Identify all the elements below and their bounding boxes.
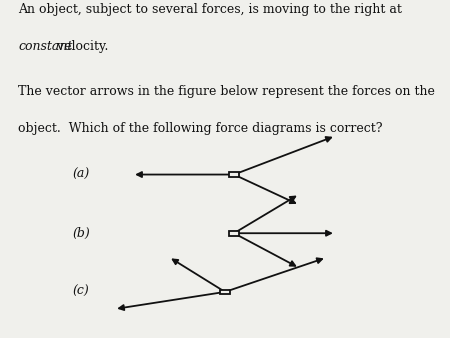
Text: object.  Which of the following force diagrams is correct?: object. Which of the following force dia… — [18, 122, 382, 135]
FancyBboxPatch shape — [229, 231, 239, 236]
Text: velocity.: velocity. — [53, 40, 108, 53]
Text: The vector arrows in the figure below represent the forces on the: The vector arrows in the figure below re… — [18, 85, 435, 98]
Text: (c): (c) — [72, 285, 89, 298]
FancyBboxPatch shape — [220, 290, 230, 294]
FancyBboxPatch shape — [229, 172, 239, 177]
Text: An object, subject to several forces, is moving to the right at: An object, subject to several forces, is… — [18, 3, 402, 16]
Text: (b): (b) — [72, 227, 90, 240]
Text: constant: constant — [18, 40, 72, 53]
Text: (a): (a) — [72, 168, 89, 181]
